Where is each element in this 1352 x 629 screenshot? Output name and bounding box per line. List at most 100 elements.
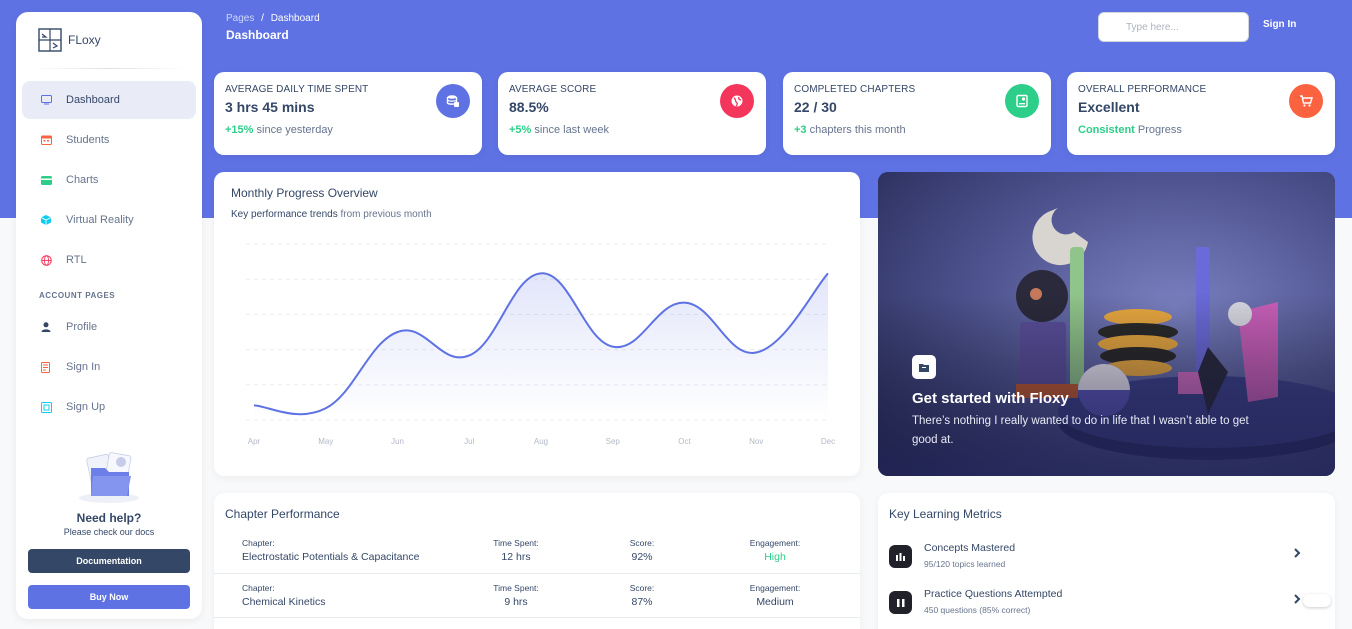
folder-badge-icon (912, 355, 936, 379)
breadcrumb: Pages / Dashboard (226, 13, 320, 24)
stat-value: Excellent (1078, 99, 1140, 115)
sidebar-item-charts[interactable]: Charts (22, 161, 196, 199)
x-tick-label: Aug (534, 437, 548, 446)
score-value: 92% (631, 551, 653, 563)
chapter-cell: Chapter: Electrostatic Potentials & Capa… (242, 538, 419, 563)
time-label: Time Spent: (493, 538, 539, 548)
stat-footnote: +5% since last week (509, 124, 755, 136)
metric-detail: 95/120 topics learned (924, 559, 1006, 569)
metric-concepts-mastered[interactable]: Concepts Mastered 95/120 topics learned (889, 542, 1319, 578)
time-cell: Time Spent: 12 hrs (476, 538, 556, 563)
monthly-progress-card: Monthly Progress Overview Key performanc… (214, 172, 860, 476)
stat-change: Consistent (1078, 124, 1135, 136)
chart-subtitle-emphasis: Key performance trends (231, 209, 338, 220)
engagement-label: Engagement: (749, 538, 801, 548)
stat-value: 3 hrs 45 mins (225, 99, 315, 115)
calendar-icon (40, 134, 52, 146)
sidebar-item-label: Students (66, 134, 110, 146)
x-tick-label: Dec (821, 437, 835, 446)
stat-footnote: +3 chapters this month (794, 124, 1040, 136)
stat-change: +5% (509, 124, 532, 136)
folder-illustration-icon (79, 452, 139, 503)
coins-icon (436, 84, 470, 118)
sidebar-item-label: Virtual Reality (66, 214, 134, 226)
stat-footnote-text: Progress (1134, 124, 1182, 136)
metric-name: Practice Questions Attempted (924, 588, 1063, 600)
help-subtitle: Please check our docs (63, 527, 155, 537)
progress-line-chart: Apr May Jun Jul Aug Sep Oct Nov Dec (246, 243, 835, 446)
brand-name: FLoxy (68, 33, 101, 47)
abstract-3d-illustration (878, 172, 1335, 476)
sidebar-item-label: RTL (66, 254, 87, 266)
sidebar-item-students[interactable]: Students (22, 121, 196, 159)
chapter-cell: Chapter: Chemical Kinetics (242, 583, 325, 608)
help-title: Need help? (76, 511, 142, 525)
stat-footnote-text: since yesterday (253, 124, 333, 136)
score-value: 87% (631, 596, 653, 608)
breadcrumb-root[interactable]: Pages (226, 13, 255, 24)
metric-detail: 450 questions (85% correct) (924, 605, 1031, 615)
buy-now-button[interactable]: Buy Now (28, 585, 190, 609)
time-label: Time Spent: (493, 583, 539, 593)
chapter-name: Chemical Kinetics (242, 596, 326, 608)
breadcrumb-current: Dashboard (270, 13, 320, 24)
sidebar-item-sign-up[interactable]: Sign Up (22, 388, 196, 426)
get-started-card: Get started with Floxy There’s nothing I… (878, 172, 1335, 476)
chapter-performance-card: Chapter Performance Chapter: Electrostat… (214, 493, 860, 629)
stat-card-overall-performance: OVERALL PERFORMANCE Excellent Consistent… (1067, 72, 1335, 155)
stat-footnote-text: chapters this month (806, 124, 906, 136)
chevron-right-icon[interactable] (1291, 593, 1303, 605)
sign-in-link[interactable]: Sign In (1263, 19, 1297, 30)
hero-text: There’s nothing I really wanted to do in… (912, 415, 1249, 446)
stat-footnote-text: since last week (531, 124, 609, 136)
engagement-cell: Engagement: High (735, 538, 815, 563)
breadcrumb-separator: / (261, 13, 264, 24)
cube-icon (40, 214, 52, 226)
sidebar-item-dashboard[interactable]: Dashboard (22, 81, 196, 119)
sidebar-item-label: Profile (66, 321, 98, 333)
stat-label: COMPLETED CHAPTERS (794, 84, 916, 95)
chart-area-fill (254, 273, 828, 420)
stat-card-average-score: AVERAGE SCORE 88.5% +5% since last week (498, 72, 766, 155)
collection-icon (40, 401, 52, 413)
chart-title: Monthly Progress Overview (231, 186, 378, 200)
metrics-title: Key Learning Metrics (889, 507, 1002, 521)
engagement-label: Engagement: (749, 583, 801, 593)
sidebar-item-virtual-reality[interactable]: Virtual Reality (22, 201, 196, 239)
monitor-icon (40, 94, 52, 106)
sidebar-item-rtl[interactable]: RTL (22, 241, 196, 279)
documentation-button[interactable]: Documentation (28, 549, 190, 573)
sidebar-item-sign-in[interactable]: Sign In (22, 348, 196, 386)
world-icon (720, 84, 754, 118)
time-value: 9 hrs (504, 596, 528, 608)
sidebar-item-profile[interactable]: Profile (22, 308, 196, 346)
metric-practice-questions[interactable]: Practice Questions Attempted 450 questio… (889, 588, 1319, 624)
cart-icon (1289, 84, 1323, 118)
stat-footnote: +15% since yesterday (225, 124, 471, 136)
time-cell: Time Spent: 9 hrs (476, 583, 556, 608)
score-cell: Score: 92% (612, 538, 672, 563)
settings-toggle-pill[interactable] (1303, 594, 1331, 607)
x-tick-label: Jul (464, 437, 474, 446)
search-input[interactable] (1098, 12, 1249, 42)
table-row[interactable]: Chapter: Chemical Kinetics Time Spent: 9… (214, 574, 860, 618)
chevron-right-icon[interactable] (1291, 547, 1303, 559)
score-label: Score: (629, 583, 655, 593)
stat-value: 88.5% (509, 99, 549, 115)
chapter-label: Chapter: (242, 538, 275, 548)
brand[interactable]: FLoxy (16, 12, 202, 68)
engagement-cell: Engagement: Medium (735, 583, 815, 608)
key-learning-metrics-card: Key Learning Metrics Concepts Mastered 9… (878, 493, 1335, 629)
sidebar-item-label: Charts (66, 174, 99, 186)
help-card: Need help? Please check our docs Documen… (16, 446, 202, 609)
stat-value: 22 / 30 (794, 99, 837, 115)
stat-label: AVERAGE DAILY TIME SPENT (225, 84, 369, 95)
chapter-label: Chapter: (242, 583, 275, 593)
sidebar-nav: Dashboard Students Charts Virtual Realit… (16, 81, 202, 426)
sidebar: FLoxy Dashboard Students Charts Virtual (16, 12, 202, 619)
table-row[interactable]: Chapter: Electrostatic Potentials & Capa… (214, 530, 860, 574)
table-title: Chapter Performance (225, 507, 340, 521)
metric-name: Concepts Mastered (924, 542, 1016, 554)
sidebar-item-label: Dashboard (66, 94, 120, 106)
x-tick-label: Nov (749, 437, 763, 446)
